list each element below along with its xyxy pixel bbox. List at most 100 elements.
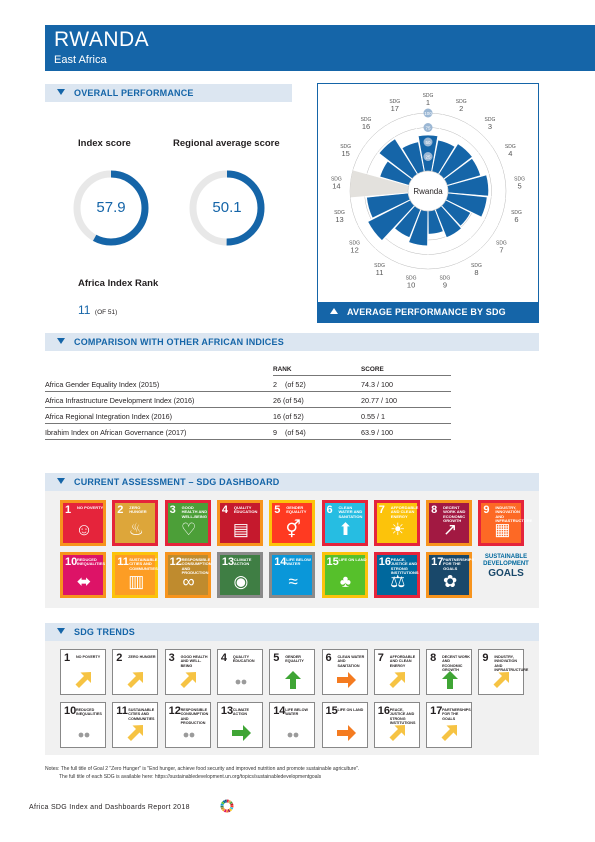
- trend-tile-1: 1 No Poverty: [60, 649, 106, 695]
- wheel-segment: [230, 805, 234, 808]
- arrow-diagonal-icon: [180, 672, 196, 688]
- radar-caption: AVERAGE PERFORMANCE BY SDG: [347, 307, 506, 317]
- tile-number: 11: [117, 556, 129, 568]
- arrow-shape: [75, 672, 91, 688]
- tile-number: 17: [430, 705, 443, 717]
- infinity-icon: ∞: [182, 572, 195, 591]
- dot: [241, 679, 247, 685]
- tile-number: 8: [431, 504, 438, 516]
- scale-label: 25: [425, 154, 431, 159]
- radar-spoke: [365, 143, 413, 180]
- scale-badge: [423, 137, 433, 147]
- tile-name: Peace, Justice and Strong Institutions: [389, 708, 416, 725]
- wheel-segment: [228, 799, 232, 804]
- radar-bar-na: [350, 170, 409, 198]
- goal-number-label: 17: [391, 104, 399, 113]
- index-score: 20.77 / 100: [361, 391, 451, 408]
- dot: [84, 732, 90, 738]
- radar-spoke: [434, 209, 457, 264]
- trend-tile-13: 13 Climate Action: [216, 702, 263, 748]
- book-icon: ▤: [232, 520, 249, 539]
- scale-badge: [423, 123, 433, 132]
- sdg-tile-11: 11 Sustainable Cities and Communities ▥: [112, 552, 159, 598]
- trend-tile-9: 9 Industry, Innovation and Infrastructur…: [478, 649, 528, 695]
- goal-prefix-label: SDG: [361, 117, 372, 123]
- tile-name: Partnerships for the Goals: [443, 557, 475, 571]
- wheel-segment: [228, 808, 233, 812]
- collapse-triangle-icon: [57, 478, 65, 484]
- goal-number-label: 1: [426, 98, 430, 107]
- goal-prefix-label: SDG: [456, 99, 467, 105]
- table-row: Africa Regional Integration Index (2016)…: [45, 407, 451, 424]
- wheel-segment: [221, 801, 225, 805]
- trend-tile-12: 12 Responsible Consumption and Productio…: [164, 702, 211, 748]
- regional-score-value: 50.1: [212, 199, 242, 216]
- logo-line2: DEVELOPMENT: [483, 561, 529, 568]
- radar-center: [407, 170, 449, 212]
- sdg-tile-16: 16 Peace, Justice and Strong Institution…: [373, 552, 420, 598]
- trend-tile-5: 5 Gender Equality: [269, 649, 316, 695]
- trend-tile-2: 2 Zero Hunger: [112, 649, 159, 695]
- arrow-shape: [127, 725, 144, 741]
- arrow-shape: [127, 672, 144, 688]
- sun-icon: ☀: [390, 520, 406, 539]
- arrow-shape: [442, 671, 459, 689]
- rings-icon: ✿: [442, 572, 458, 591]
- goal-prefix-label: SDG: [349, 240, 360, 246]
- radar-spoke: [358, 199, 411, 227]
- tile-number: 4: [221, 504, 229, 516]
- goal-prefix-label: SDG: [511, 210, 522, 216]
- tile-number: 12: [168, 705, 181, 717]
- tile-number: 12: [169, 556, 182, 568]
- header-blank: [45, 359, 273, 375]
- dot: [183, 732, 188, 738]
- radar-spoke: [375, 205, 415, 249]
- rank-label: Africa Index Rank: [78, 278, 159, 289]
- tile-number: 14: [273, 705, 286, 717]
- sdg-tile-8: 8 Decent Work and Economic Growth ↗: [426, 500, 473, 546]
- donut-fill: [189, 170, 265, 246]
- collapse-triangle-icon: [57, 628, 65, 634]
- index-rank: 16 (of 52): [273, 407, 361, 424]
- arrow-up-icon: [285, 671, 302, 689]
- expand-triangle-icon: [330, 308, 338, 314]
- tile-number: 13: [220, 705, 234, 717]
- sdg-wheel-icon: [220, 799, 234, 813]
- scale-label: 50: [425, 140, 431, 145]
- section-title: OVERALL PERFORMANCE: [74, 88, 194, 98]
- tile-name: No Poverty: [76, 655, 101, 659]
- tile-number: 5: [273, 652, 280, 664]
- tile-name: Decent Work and Economic Growth: [443, 505, 466, 524]
- tile-name: Life Below Water: [285, 708, 308, 717]
- country-name: RWANDA: [54, 28, 150, 51]
- index-score-donut: [73, 170, 149, 246]
- tile-name: Life Below Water: [286, 557, 311, 567]
- arrow-shape: [389, 672, 405, 688]
- arrow-shape: [336, 725, 356, 741]
- index-score: 0.55 / 1: [361, 407, 451, 424]
- radar-spoke: [447, 169, 504, 186]
- tile-number: 10: [65, 556, 78, 568]
- wheel-segment: [220, 803, 224, 806]
- note-line-2: The full title of each SDG is available …: [59, 774, 322, 780]
- goal-prefix-label: SDG: [406, 275, 417, 281]
- table-header-row: RANK SCORE: [45, 359, 451, 376]
- goal-prefix-label: SDG: [439, 275, 450, 281]
- goal-number-label: 10: [407, 280, 415, 289]
- region-name: East Africa: [54, 54, 107, 66]
- radar-spoke: [438, 124, 470, 175]
- trend-tile-11: 11 Sustainable Cities and Communities: [112, 702, 159, 748]
- trend-tile-7: 7 Affordable and Clean Energy: [373, 649, 420, 695]
- wheel-segment: [223, 809, 227, 813]
- wheel-segment: [220, 807, 225, 810]
- trend-tile-15: 15 Life on Land: [321, 702, 368, 748]
- comparison-table: RANK SCORE Africa Gender Equality Index …: [45, 359, 451, 440]
- table-row: Africa Gender Equality Index (2015) 2 (o…: [45, 375, 451, 392]
- tile-number: 6: [326, 504, 333, 516]
- arrow-shape: [285, 671, 302, 689]
- index-rank: 26 (of 54): [273, 391, 361, 408]
- dot: [293, 732, 299, 738]
- wheel-segment: [224, 799, 227, 803]
- overall-performance-bar: OVERALL PERFORMANCE: [45, 84, 292, 102]
- sdg-tile-13: 13 Climate Action ◉: [216, 552, 263, 598]
